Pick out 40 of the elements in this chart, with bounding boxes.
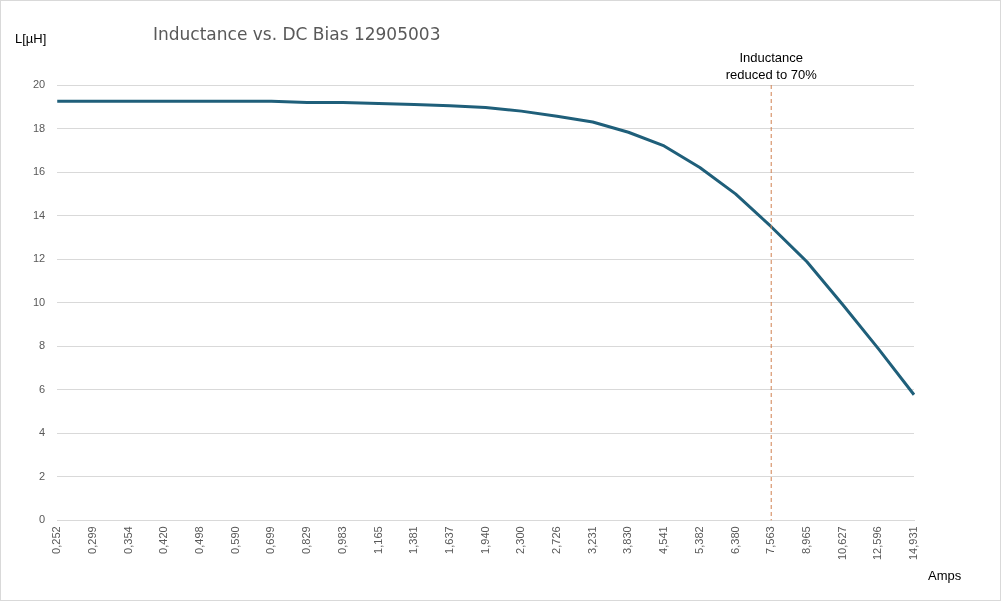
y-tick-label: 10 — [32, 295, 46, 308]
x-tick-label: 1,940 — [478, 526, 491, 554]
x-tick-label: 2,300 — [514, 526, 527, 554]
x-tick-label: 1,637 — [442, 526, 455, 554]
y-tick-label: 14 — [32, 208, 46, 221]
y-tick-label: 18 — [32, 121, 46, 134]
x-tick-label: 0,354 — [121, 526, 134, 554]
x-tick-label: 12,596 — [871, 526, 884, 561]
x-tick-label: 6,380 — [728, 526, 741, 554]
x-tick-label: 0,699 — [264, 526, 277, 554]
y-tick-label: 20 — [32, 78, 46, 91]
x-tick-label: 0,498 — [193, 526, 206, 554]
x-tick-label: 2,726 — [550, 526, 563, 554]
y-tick-label: 2 — [39, 469, 46, 482]
x-tick-label: 10,627 — [835, 526, 848, 561]
y-tick-label: 0 — [39, 513, 46, 526]
x-tick-label: 3,231 — [585, 526, 598, 554]
x-tick-label: 0,299 — [85, 526, 98, 554]
x-tick-label: 5,382 — [692, 526, 705, 554]
y-tick-label: 12 — [32, 252, 46, 265]
x-tick-label: 0,590 — [228, 526, 241, 554]
ref-line-label: Inductance reduced to 70% — [725, 50, 818, 82]
y-tick-label: 16 — [32, 165, 46, 178]
x-tick-label: 0,983 — [335, 526, 348, 554]
x-tick-label: 14,931 — [907, 526, 920, 561]
x-axis-title: Amps — [928, 568, 962, 584]
x-tick-label: 0,420 — [157, 526, 170, 554]
y-tick-label: 8 — [39, 339, 46, 352]
x-tick-label: 8,965 — [799, 526, 812, 554]
chart-title: Inductance vs. DC Bias 12905003 — [153, 24, 441, 44]
x-tick-label: 1,381 — [407, 526, 420, 554]
x-tick-label: 7,563 — [764, 526, 777, 554]
x-tick-label: 1,165 — [371, 526, 384, 554]
y-tick-label: 4 — [39, 426, 46, 439]
y-axis-title: L[µH] — [15, 31, 47, 46]
x-tick-label: 3,830 — [621, 526, 634, 554]
x-tick-label: 0,829 — [300, 526, 313, 554]
x-tick-label: 0,252 — [50, 526, 63, 554]
x-tick-label: 4,541 — [657, 526, 670, 554]
y-tick-label: 6 — [39, 382, 46, 395]
